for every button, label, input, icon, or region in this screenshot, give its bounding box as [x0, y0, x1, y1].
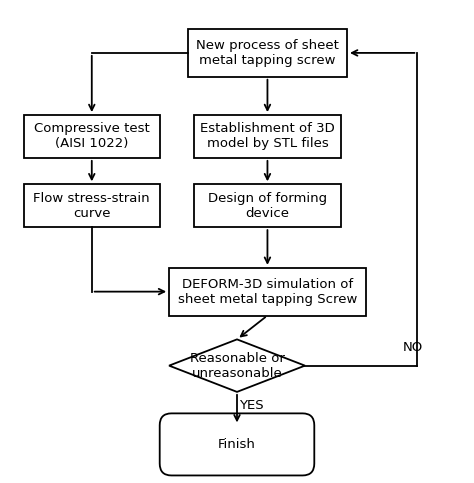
- Polygon shape: [169, 340, 305, 392]
- FancyBboxPatch shape: [169, 268, 366, 315]
- Text: Flow stress-strain
curve: Flow stress-strain curve: [34, 192, 150, 220]
- FancyBboxPatch shape: [188, 29, 347, 77]
- Text: New process of sheet
metal tapping screw: New process of sheet metal tapping screw: [196, 39, 339, 67]
- FancyBboxPatch shape: [24, 184, 160, 227]
- Text: Reasonable or
unreasonable: Reasonable or unreasonable: [190, 352, 284, 380]
- FancyBboxPatch shape: [194, 115, 341, 158]
- Text: YES: YES: [239, 399, 264, 412]
- Text: Compressive test
(AISI 1022): Compressive test (AISI 1022): [34, 123, 150, 151]
- FancyBboxPatch shape: [24, 115, 160, 158]
- Text: Design of forming
device: Design of forming device: [208, 192, 327, 220]
- Text: Finish: Finish: [218, 438, 256, 451]
- FancyBboxPatch shape: [160, 413, 314, 475]
- Text: Establishment of 3D
model by STL files: Establishment of 3D model by STL files: [200, 123, 335, 151]
- Text: DEFORM-3D simulation of
sheet metal tapping Screw: DEFORM-3D simulation of sheet metal tapp…: [178, 278, 357, 306]
- Text: NO: NO: [402, 341, 423, 354]
- FancyBboxPatch shape: [194, 184, 341, 227]
